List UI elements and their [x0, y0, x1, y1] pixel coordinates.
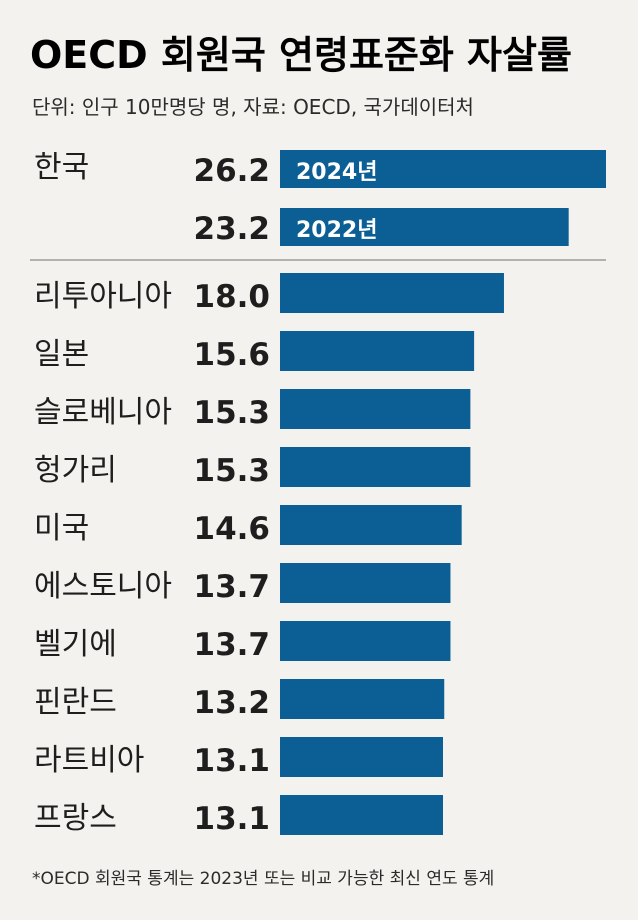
country-label-9: 라트비아	[34, 743, 144, 778]
bar-korea-2022년	[280, 208, 569, 246]
country-label-2: 일본	[34, 337, 89, 372]
country-label-6: 에스토니아	[34, 569, 172, 604]
chart-subtitle: 단위: 인구 10만명당 명, 자료: OECD, 국가데이터처	[32, 95, 474, 119]
country-label-8: 핀란드	[34, 685, 117, 720]
country-label-7: 벨기에	[34, 627, 117, 662]
value-label-1: 18.0	[194, 279, 271, 315]
country-label-4: 헝가리	[34, 453, 117, 488]
value-label-5: 14.6	[194, 511, 271, 547]
value-label-10: 13.1	[194, 801, 271, 837]
chart-footnote: *OECD 회원국 통계는 2023년 또는 비교 가능한 최신 연도 통계	[32, 869, 494, 889]
bar-10	[280, 795, 443, 835]
bar-6	[280, 563, 451, 603]
year-label-2024년: 2024년	[296, 160, 377, 185]
country-label-3: 슬로베니아	[34, 395, 172, 430]
value-label-6: 13.7	[194, 569, 271, 605]
value-label-8: 13.2	[194, 685, 271, 721]
bar-9	[280, 737, 443, 777]
country-label-korea: 한국	[34, 150, 89, 185]
country-label-1: 리투아니아	[34, 279, 172, 314]
bar-8	[280, 679, 445, 719]
year-label-2022년: 2022년	[296, 218, 377, 243]
korea-highlight-group: 한국 26.2 2024년 23.2 2022년	[34, 150, 606, 247]
value-label-korea-2024년: 26.2	[194, 153, 271, 189]
value-label-9: 13.1	[194, 743, 271, 779]
value-label-7: 13.7	[194, 627, 271, 663]
bar-1	[280, 273, 504, 313]
bar-4	[280, 447, 471, 487]
value-label-korea-2022년: 23.2	[194, 211, 271, 247]
country-label-10: 프랑스	[34, 801, 117, 836]
bar-korea-2024년	[280, 150, 606, 188]
value-label-4: 15.3	[194, 453, 271, 489]
country-label-5: 미국	[34, 511, 89, 546]
chart-title: OECD 회원국 연령표준화 자살률	[30, 33, 572, 77]
value-label-2: 15.6	[194, 337, 271, 373]
bar-7	[280, 621, 451, 661]
bar-2	[280, 331, 475, 371]
bar-5	[280, 505, 462, 545]
country-bars: 리투아니아 18.0 일본 15.6 슬로베니아 15.3 헝가리 15.3 미국 14.6 에스토…	[34, 273, 504, 837]
bar-3	[280, 389, 471, 429]
value-label-3: 15.3	[194, 395, 271, 431]
